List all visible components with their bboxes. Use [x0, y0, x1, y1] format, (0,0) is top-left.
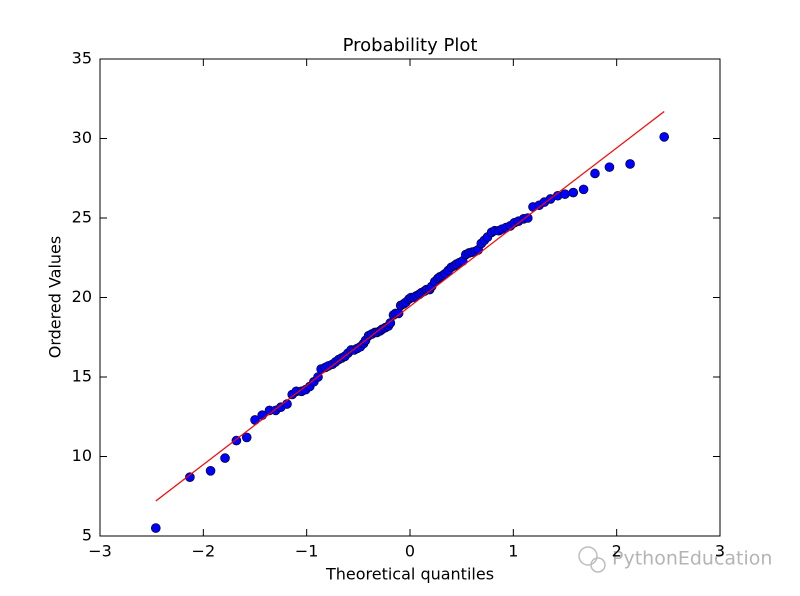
watermark-icon — [590, 557, 606, 573]
chart-title: Probability Plot — [343, 35, 478, 56]
point — [590, 168, 600, 179]
watermark-icon — [578, 546, 598, 566]
y-tick-label: 10 — [72, 446, 92, 465]
watermark-text: PythonEducation — [612, 548, 772, 570]
y-tick-label: 5 — [82, 526, 92, 545]
point — [393, 308, 404, 319]
point — [568, 187, 579, 198]
point — [231, 435, 242, 446]
point — [241, 432, 252, 443]
point — [185, 472, 195, 482]
x-tick-label: 1 — [508, 542, 518, 561]
x-tick-label: −3 — [88, 542, 112, 561]
watermark: PythonEducation — [578, 546, 772, 573]
point — [205, 466, 216, 476]
point — [604, 162, 615, 172]
x-tick-label: 0 — [405, 542, 415, 561]
point — [659, 132, 670, 142]
y-tick-label: 15 — [72, 367, 92, 386]
point — [385, 318, 396, 328]
x-tick-label: 3 — [715, 542, 725, 561]
y-tick-label: 30 — [72, 128, 92, 147]
point — [522, 213, 533, 223]
fit-line — [155, 110, 665, 502]
point — [151, 523, 161, 533]
point — [220, 453, 230, 463]
point — [578, 184, 589, 195]
x-tick-label: −1 — [295, 542, 319, 561]
point — [625, 159, 635, 169]
y-tick-label: 20 — [72, 287, 92, 306]
x-tick-label: −2 — [192, 542, 216, 561]
x-axis-label: Theoretical quantiles — [325, 565, 494, 584]
y-tick-label: 25 — [72, 208, 92, 227]
plot-area — [151, 110, 670, 533]
point — [560, 189, 570, 199]
x-tick-label: 2 — [612, 542, 622, 561]
y-axis-label: Ordered Values — [46, 236, 65, 358]
y-tick-label: 35 — [72, 49, 92, 68]
